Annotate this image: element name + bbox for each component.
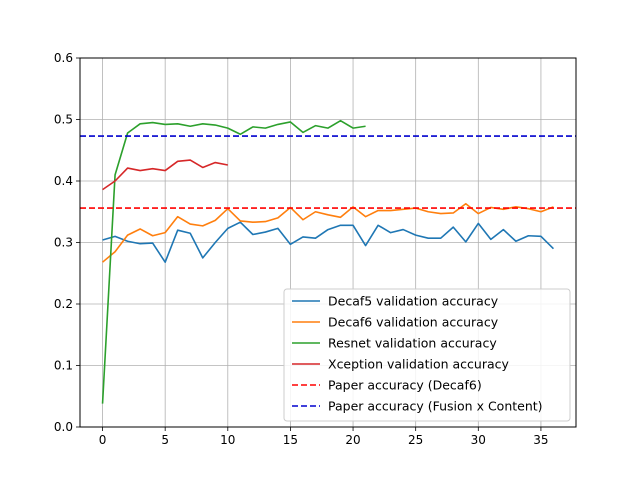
legend-label: Decaf5 validation accuracy — [328, 294, 499, 309]
series-group — [80, 119, 576, 404]
y-tick-label: 0.4 — [54, 174, 73, 188]
y-tick-label: 0.2 — [54, 297, 73, 311]
legend-box — [283, 288, 571, 422]
grid-lines — [80, 57, 576, 428]
legend-label: Xception validation accuracy — [328, 357, 509, 372]
x-tick-label: 35 — [533, 433, 548, 447]
legend: Decaf5 validation accuracy Decaf6 validat… — [283, 288, 571, 422]
y-tick-label: 0.0 — [54, 420, 73, 434]
series-line-resnet-validation-accuracy — [101, 119, 366, 404]
x-tick-label: 15 — [283, 433, 298, 447]
y-tick-label: 0.5 — [54, 113, 73, 127]
x-tick-label: 10 — [220, 433, 235, 447]
y-tick-label: 0.1 — [54, 359, 73, 373]
series-line-decaf5-validation-accuracy — [102, 221, 555, 263]
x-tick-label: 25 — [408, 433, 423, 447]
series-line-decaf6-validation-accuracy — [102, 202, 554, 263]
x-tick-label: 30 — [471, 433, 486, 447]
y-tick-label: 0.6 — [54, 51, 73, 65]
x-tick-label: 20 — [345, 433, 360, 447]
x-tick-label: 0 — [99, 433, 107, 447]
y-tick-label: 0.3 — [54, 236, 73, 250]
legend-label: Paper accuracy (Fusion x Content) — [328, 399, 543, 414]
series-line-xception-validation-accuracy — [102, 159, 228, 191]
legend-label: Decaf6 validation accuracy — [328, 315, 499, 330]
x-tick-label: 5 — [161, 433, 169, 447]
axis-ticks: 0 5 10 15 20 25 30 35 0.0 0.1 0.2 0.3 0.4 0.5 0.6 — [54, 51, 549, 447]
legend-label: Paper accuracy (Decaf6) — [328, 378, 482, 393]
legend-label: Resnet validation accuracy — [328, 336, 497, 351]
